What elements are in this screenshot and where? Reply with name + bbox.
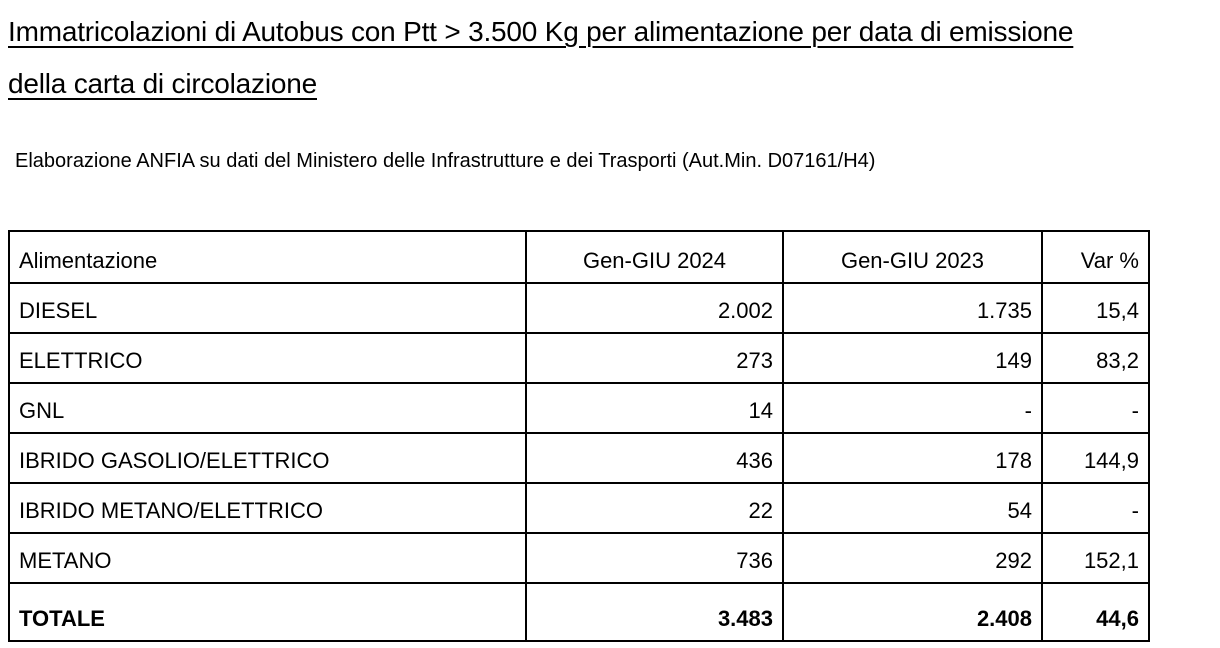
- var-pct-cell: 144,9: [1041, 432, 1150, 484]
- fuel-cell: IBRIDO GASOLIO/ELETTRICO: [8, 432, 527, 484]
- table-row-metano: METANO 736 292 152,1: [8, 532, 1150, 584]
- var-pct-cell: -: [1041, 382, 1150, 434]
- fuel-cell: IBRIDO METANO/ELETTRICO: [8, 482, 527, 534]
- table-row-ibrido-gasolio-elettrico: IBRIDO GASOLIO/ELETTRICO 436 178 144,9: [8, 432, 1150, 484]
- value-2023-cell: 1.735: [782, 282, 1043, 334]
- page-title: Immatricolazioni di Autobus con Ptt > 3.…: [8, 6, 1074, 110]
- fuel-cell: ELETTRICO: [8, 332, 527, 384]
- registrations-table: Alimentazione Gen-GIU 2024 Gen-GIU 2023 …: [8, 230, 1150, 642]
- fuel-cell: GNL: [8, 382, 527, 434]
- table-row-totale: TOTALE 3.483 2.408 44,6: [8, 582, 1150, 642]
- value-2024-cell: 14: [525, 382, 784, 434]
- page-title-line2: della carta di circolazione: [8, 68, 317, 99]
- value-2024-cell: 436: [525, 432, 784, 484]
- value-2023-cell: 178: [782, 432, 1043, 484]
- value-2024-cell: 273: [525, 332, 784, 384]
- source-note: Elaborazione ANFIA su dati del Ministero…: [15, 150, 876, 172]
- table-row-ibrido-metano-elettrico: IBRIDO METANO/ELETTRICO 22 54 -: [8, 482, 1150, 534]
- var-pct-cell: 44,6: [1041, 582, 1150, 642]
- value-2024-cell: 736: [525, 532, 784, 584]
- table-header-row: Alimentazione Gen-GIU 2024 Gen-GIU 2023 …: [8, 230, 1150, 284]
- var-pct-cell: 15,4: [1041, 282, 1150, 334]
- column-header-var-pct: Var %: [1041, 230, 1150, 284]
- value-2023-cell: 2.408: [782, 582, 1043, 642]
- value-2024-cell: 22: [525, 482, 784, 534]
- column-header-fuel: Alimentazione: [8, 230, 527, 284]
- var-pct-cell: 83,2: [1041, 332, 1150, 384]
- page-title-line1: Immatricolazioni di Autobus con Ptt > 3.…: [8, 16, 1074, 47]
- table-row-elettrico: ELETTRICO 273 149 83,2: [8, 332, 1150, 384]
- value-2023-cell: 54: [782, 482, 1043, 534]
- value-2024-cell: 2.002: [525, 282, 784, 334]
- table-row-gnl: GNL 14 - -: [8, 382, 1150, 434]
- value-2023-cell: -: [782, 382, 1043, 434]
- fuel-cell: DIESEL: [8, 282, 527, 334]
- value-2024-cell: 3.483: [525, 582, 784, 642]
- var-pct-cell: -: [1041, 482, 1150, 534]
- value-2023-cell: 292: [782, 532, 1043, 584]
- column-header-gen-giu-2024: Gen-GIU 2024: [525, 230, 784, 284]
- var-pct-cell: 152,1: [1041, 532, 1150, 584]
- column-header-gen-giu-2023: Gen-GIU 2023: [782, 230, 1043, 284]
- table-row-diesel: DIESEL 2.002 1.735 15,4: [8, 282, 1150, 334]
- fuel-cell: TOTALE: [8, 582, 527, 642]
- value-2023-cell: 149: [782, 332, 1043, 384]
- fuel-cell: METANO: [8, 532, 527, 584]
